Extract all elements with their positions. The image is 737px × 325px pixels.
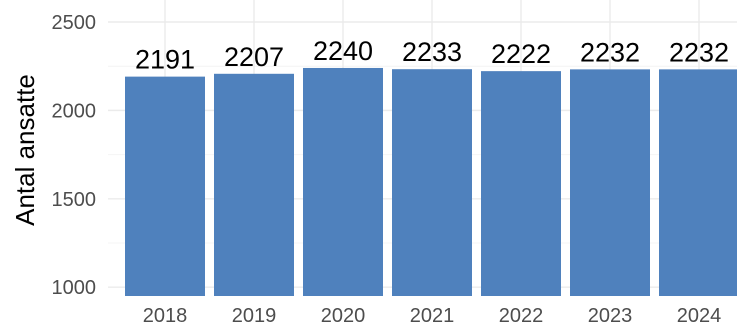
- x-tick-label-2024: 2024: [677, 305, 722, 325]
- x-tick-label-2018: 2018: [143, 305, 188, 325]
- y-tick-label: 1000: [52, 277, 97, 299]
- data-label-2019: 2207: [224, 42, 284, 72]
- data-label-2021: 2233: [402, 37, 462, 67]
- y-tick-label: 2500: [52, 12, 97, 34]
- data-label-2024: 2232: [669, 37, 729, 67]
- y-tick-label: 2000: [52, 100, 97, 122]
- x-tick-label-2019: 2019: [232, 305, 277, 325]
- y-tick-label: 1500: [52, 189, 97, 211]
- x-tick-label-2021: 2021: [410, 305, 455, 325]
- bar-2019: [214, 73, 294, 297]
- data-label-2020: 2240: [313, 36, 373, 66]
- x-axis: 2018 2019 2020 2021 2022 2023 2024: [143, 305, 722, 325]
- y-axis: 1000 1500 2000 2500: [52, 12, 97, 299]
- bars: [125, 67, 737, 297]
- y-axis-label: Antal ansatte: [10, 74, 40, 226]
- data-label-2023: 2232: [580, 37, 640, 67]
- bar-2022: [481, 71, 561, 297]
- bar-2024: [659, 69, 737, 296]
- data-labels: 2191 2207 2240 2233 2222 2232 2232: [135, 36, 729, 75]
- data-label-2018: 2191: [135, 45, 195, 75]
- bar-2020: [303, 67, 383, 296]
- data-label-2022: 2222: [491, 39, 551, 69]
- bar-2023: [570, 69, 650, 296]
- bar-2018: [125, 76, 205, 296]
- x-tick-label-2022: 2022: [499, 305, 544, 325]
- bar-2021: [392, 69, 472, 297]
- x-tick-label-2023: 2023: [588, 305, 633, 325]
- x-tick-label-2020: 2020: [321, 305, 366, 325]
